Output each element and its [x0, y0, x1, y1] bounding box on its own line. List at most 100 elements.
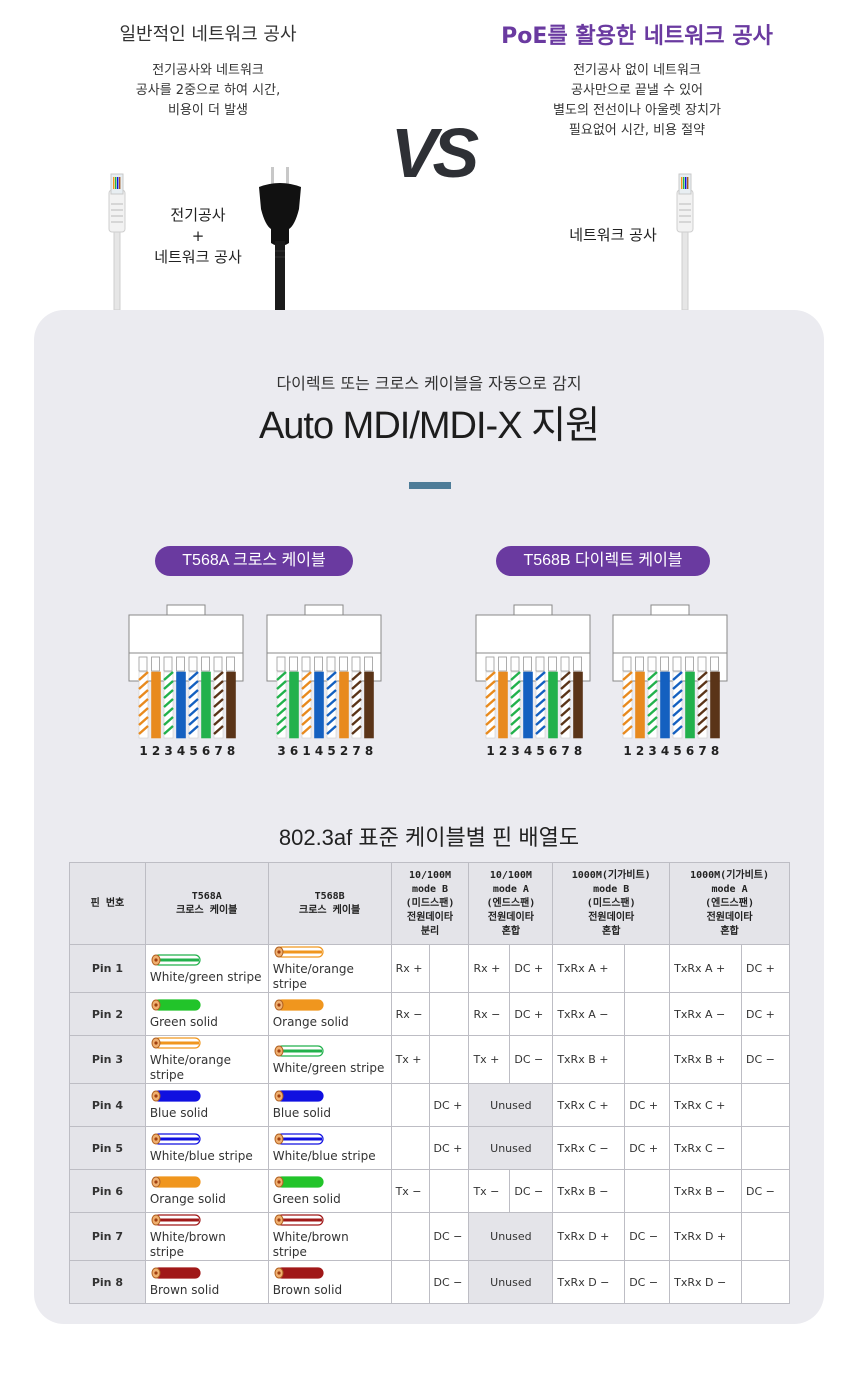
pin-label: Pin 1: [69, 944, 146, 993]
table-cell: [624, 1169, 671, 1213]
table-cell: TxRx D +: [552, 1212, 626, 1261]
table-cell: [428, 944, 470, 993]
ethernet-cable-icon: [676, 173, 694, 310]
wire-cell: White/brown stripe: [144, 1212, 269, 1261]
table-cell: [624, 992, 671, 1036]
right-label-line: 네트워크 공사: [569, 226, 657, 244]
table-header-row: 핀 번호 T568A 크로스 케이블 T568B 크로스 케이블 10/100M…: [69, 862, 790, 945]
wire-cell: White/green stripe: [267, 1035, 392, 1084]
left-desc-line: 전기공사와 네트워크: [152, 63, 264, 78]
table-row: Pin 6 Orange solid Green solid Tx − Tx − DC −…: [69, 1169, 790, 1213]
table-cell: TxRx C −: [669, 1126, 742, 1170]
right-title: PoE를 활용한 네트워크 공사: [501, 24, 773, 49]
table-cell: DC −: [624, 1212, 671, 1261]
pin-label: Pin 7: [69, 1212, 146, 1261]
wire-cell: Brown solid: [144, 1260, 269, 1304]
wire-cell: Blue solid: [267, 1083, 392, 1127]
unused-cell: Unused: [468, 1212, 554, 1261]
right-desc-line: 필요없어 시간, 비용 절약: [568, 123, 706, 138]
wire-name: Green solid: [149, 1015, 218, 1029]
wire-name: Orange solid: [149, 1192, 226, 1206]
header-line: 1000M(기가비트): [571, 869, 651, 881]
table-cell: TxRx B +: [552, 1035, 626, 1084]
table-cell: [624, 1035, 671, 1084]
table-cell: Rx +: [468, 944, 511, 993]
table-cell: [390, 1212, 430, 1261]
wire-cell: White/blue stripe: [267, 1126, 392, 1170]
table-cell: [741, 1260, 790, 1304]
table-cell: TxRx D −: [669, 1260, 742, 1304]
wire-cell: Blue solid: [144, 1083, 269, 1127]
pin-number-label: 5: [327, 744, 335, 758]
wire-name: White/green stripe: [149, 969, 262, 984]
wire-swatch-icon: [151, 1176, 201, 1188]
header-pin: 핀 번호: [69, 862, 146, 945]
wire-swatch-icon: [151, 1037, 201, 1049]
table-cell: TxRx C +: [552, 1083, 626, 1127]
wire-cell: White/blue stripe: [144, 1126, 269, 1170]
left-label-line: 네트워크 공사: [154, 248, 242, 266]
pin-number-label: 7: [698, 744, 706, 758]
table-title: 802.3af 표준 케이블별 핀 배열도: [278, 825, 580, 850]
wire-swatch-icon: [151, 953, 201, 966]
header-line: 혼합: [720, 925, 739, 937]
right-description: 전기공사 없이 네트워크 공사만으로 끝낼 수 있어 별도의 전선이나 아울렛 …: [487, 61, 787, 141]
wire-swatch-icon: [274, 1044, 324, 1057]
header-line: 전원데이타: [588, 911, 635, 923]
header-mode-b-1000: 1000M(기가비트) mode B (미드스팬) 전원데이타 혼합: [552, 862, 671, 945]
header-line: 전원데이타: [487, 911, 534, 923]
right-desc-line: 별도의 전선이나 아울렛 장치가: [553, 103, 721, 118]
header-line: T568A: [191, 890, 222, 902]
wire-name: Brown solid: [272, 1283, 343, 1297]
pin-number-label: 6: [290, 744, 298, 758]
header-line: 10/100M: [489, 869, 532, 881]
pin-number-label: 2: [340, 744, 348, 758]
wire-name: White/orange stripe: [149, 1053, 231, 1082]
power-plug-icon: [259, 167, 301, 311]
table-cell: TxRx A −: [552, 992, 626, 1036]
pin-number-label: 2: [152, 744, 160, 758]
wire-swatch-icon: [151, 1090, 201, 1102]
pin-number-label: 3: [511, 744, 519, 758]
table-cell: DC +: [741, 944, 790, 993]
table-row: Pin 4 Blue solid Blue solid DC + Unused TxRx …: [69, 1083, 790, 1127]
unused-cell: Unused: [468, 1083, 554, 1127]
header-line: T568B: [314, 890, 345, 902]
wire-name: White/blue stripe: [149, 1149, 253, 1163]
pin-number-label: 8: [711, 744, 719, 758]
table-cell: TxRx C +: [669, 1083, 742, 1127]
right-desc-line: 공사만으로 끝낼 수 있어: [571, 83, 703, 98]
wire-cell: White/brown stripe: [267, 1212, 392, 1261]
header-line: mode B: [593, 883, 630, 895]
table-cell: DC −: [741, 1169, 790, 1213]
pin-number-label: 1: [139, 744, 147, 758]
table-cell: TxRx B +: [669, 1035, 742, 1084]
pin-number-label: 3: [164, 744, 172, 758]
table-cell: DC −: [624, 1260, 671, 1304]
pin-number-label: 8: [574, 744, 582, 758]
table-cell: TxRx B −: [552, 1169, 626, 1213]
table-cell: Tx −: [468, 1169, 511, 1213]
header-mode-b-100: 10/100M mode B (미드스팬) 전원데이타 분리: [390, 862, 470, 945]
header-line: (엔드스팬): [486, 897, 536, 909]
table-cell: DC −: [509, 1169, 554, 1213]
pin-label: Pin 8: [69, 1260, 146, 1304]
table-row: Pin 2 Green solid Orange solid Rx − Rx − DC +…: [69, 992, 790, 1036]
wire-name: White/brown stripe: [272, 1230, 349, 1259]
pin-number-label: 8: [227, 744, 235, 758]
header-mode-a-1000: 1000M(기가비트) mode A (엔드스팬) 전원데이타 혼합: [669, 862, 790, 945]
pin-number-label: 6: [202, 744, 210, 758]
header-line: 혼합: [501, 925, 521, 937]
table-cell: [624, 944, 671, 993]
table-cell: [741, 1126, 790, 1170]
table-cell: [428, 1169, 470, 1213]
header-line: 혼합: [602, 925, 621, 937]
table-row: Pin 7 White/brown stripe White/brown strip…: [69, 1212, 790, 1261]
wire-cell: Orange solid: [144, 1169, 269, 1213]
header-line: 크로스 케이블: [176, 904, 238, 916]
pin-number-label: 3: [648, 744, 656, 758]
header-line: mode A: [711, 883, 748, 895]
